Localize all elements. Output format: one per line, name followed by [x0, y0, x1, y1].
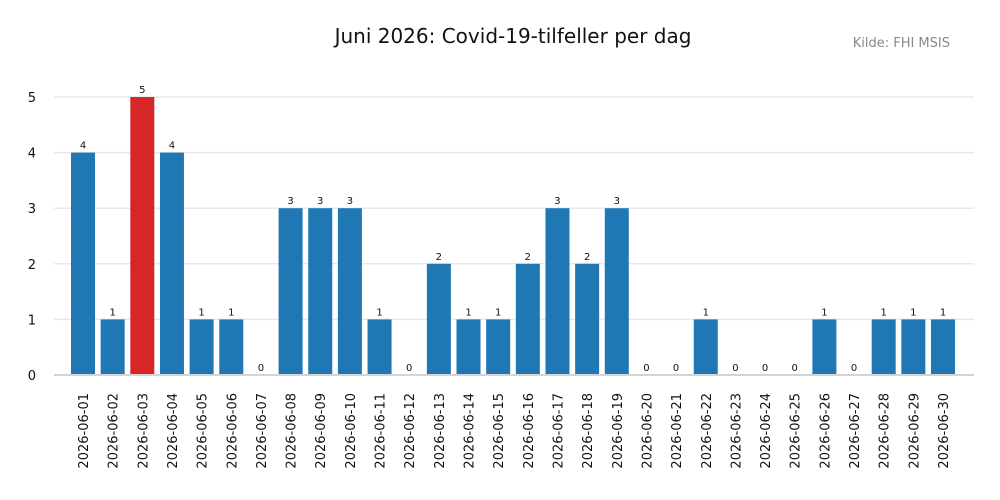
x-tick-label: 2026-06-02: [107, 393, 122, 469]
x-tick-label: 2026-06-11: [374, 393, 389, 469]
y-tick-label: 4: [28, 147, 36, 162]
source-note: Kilde: FHI MSIS: [853, 36, 950, 51]
x-tick-label: 2026-06-13: [433, 393, 448, 469]
y-axis-ticks: 0 1 2 3 4 5: [28, 91, 36, 384]
x-axis-ticks: 2026-06-01 2026-06-02 2026-06-03 2026-06-04…: [77, 393, 952, 469]
data-label: 0: [406, 363, 412, 374]
y-tick-label: 3: [28, 202, 36, 217]
data-label: 1: [881, 307, 887, 318]
bar: [456, 319, 481, 375]
x-tick-label: 2026-06-30: [937, 393, 952, 469]
data-label: 0: [762, 363, 768, 374]
x-tick-label: 2026-06-25: [789, 393, 804, 469]
bar: [812, 319, 837, 375]
x-tick-label: 2026-06-21: [670, 393, 685, 469]
x-tick-label: 2026-06-18: [581, 393, 596, 469]
data-label: 0: [643, 363, 649, 374]
x-tick-label: 2026-06-26: [818, 393, 833, 469]
data-label: 3: [614, 196, 620, 207]
x-tick-label: 2026-06-19: [611, 393, 626, 469]
bar: [100, 319, 125, 375]
bar: [901, 319, 926, 375]
data-label: 1: [940, 307, 946, 318]
data-label: 1: [376, 307, 382, 318]
bar: [367, 319, 392, 375]
bar: [545, 208, 570, 375]
data-label: 3: [554, 196, 560, 207]
chart-title: Juni 2026: Covid-19-tilfeller per dag: [333, 24, 692, 48]
data-label: 1: [109, 307, 115, 318]
y-tick-label: 5: [28, 91, 36, 106]
bar: [71, 152, 95, 375]
x-tick-label: 2026-06-07: [255, 393, 270, 469]
data-label: 0: [258, 363, 264, 374]
data-label: 1: [821, 307, 827, 318]
data-label: 1: [198, 307, 204, 318]
x-tick-label: 2026-06-22: [700, 393, 715, 469]
data-label: 2: [436, 252, 442, 263]
x-tick-label: 2026-06-27: [848, 393, 863, 469]
x-tick-label: 2026-06-14: [463, 393, 478, 469]
x-tick-label: 2026-06-20: [640, 393, 655, 469]
x-tick-label: 2026-06-03: [136, 393, 151, 469]
y-tick-label: 2: [28, 258, 36, 273]
bar: [693, 319, 718, 375]
data-label: 5: [139, 85, 145, 96]
data-label: 4: [169, 141, 175, 152]
data-label: 2: [525, 252, 531, 263]
x-tick-label: 2026-06-09: [314, 393, 329, 469]
data-label: 0: [792, 363, 798, 374]
data-label: 1: [465, 307, 471, 318]
bar: [337, 208, 362, 375]
data-label: 1: [228, 307, 234, 318]
y-tick-label: 0: [28, 369, 36, 384]
x-tick-label: 2026-06-12: [403, 393, 418, 469]
x-tick-label: 2026-06-17: [551, 393, 566, 469]
x-tick-label: 2026-06-08: [285, 393, 300, 469]
bar: [871, 319, 896, 375]
data-label: 2: [584, 252, 590, 263]
bar: [189, 319, 214, 375]
bar: [219, 319, 244, 375]
bar: [486, 319, 511, 375]
data-label: 1: [703, 307, 709, 318]
y-tick-label: 1: [28, 313, 36, 328]
data-label: 1: [910, 307, 916, 318]
x-tick-label: 2026-06-04: [166, 393, 181, 469]
bar: [931, 319, 955, 375]
bar: [278, 208, 303, 375]
bar: [575, 263, 600, 375]
bar: [159, 152, 184, 375]
x-tick-label: 2026-06-23: [729, 393, 744, 469]
x-tick-label: 2026-06-29: [907, 393, 922, 469]
bars: [71, 97, 955, 375]
data-labels: 4 1 5 4 1 1 0 3 3 3 1 0 2 1 1 2 3 2 3 0 0 1 0 0 0 1 0 1 1 1: [80, 85, 946, 374]
x-tick-label: 2026-06-28: [878, 393, 893, 469]
x-tick-label: 2026-06-05: [196, 393, 211, 469]
bar: [308, 208, 333, 375]
x-tick-label: 2026-06-24: [759, 393, 774, 469]
data-label: 0: [732, 363, 738, 374]
data-label: 3: [287, 196, 293, 207]
data-label: 0: [851, 363, 857, 374]
x-tick-label: 2026-06-10: [344, 393, 359, 469]
gridlines: [54, 96, 974, 321]
data-label: 3: [347, 196, 353, 207]
bar: [604, 208, 629, 375]
data-label: 3: [317, 196, 323, 207]
x-tick-label: 2026-06-06: [225, 393, 240, 469]
data-label: 0: [673, 363, 679, 374]
data-label: 4: [80, 141, 86, 152]
bar: [426, 263, 451, 375]
bar: [515, 263, 540, 375]
x-tick-label: 2026-06-16: [522, 393, 537, 469]
data-label: 1: [495, 307, 501, 318]
bar: [130, 97, 155, 375]
x-tick-label: 2026-06-01: [77, 393, 92, 469]
x-tick-label: 2026-06-15: [492, 393, 507, 469]
